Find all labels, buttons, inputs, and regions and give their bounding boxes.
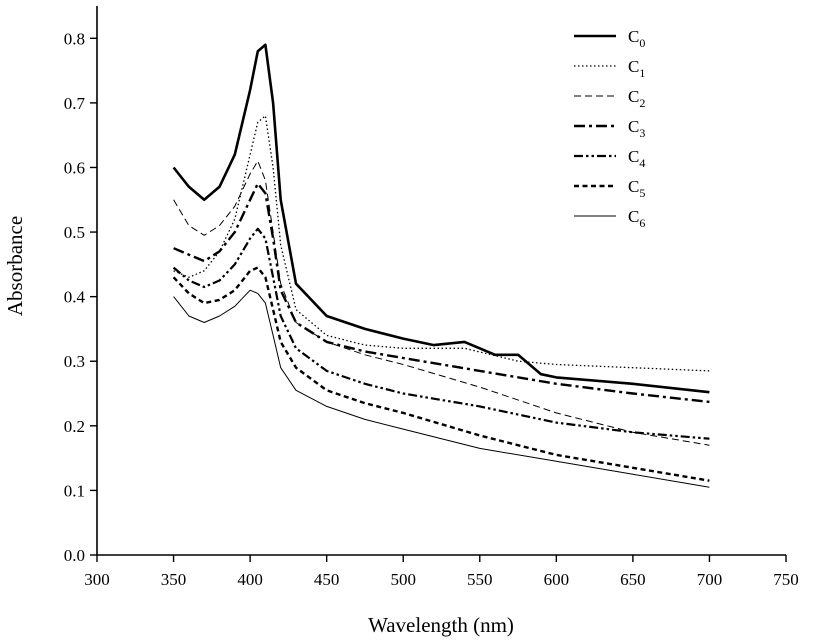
series-group bbox=[172, 43, 710, 488]
legend-label-main: C bbox=[628, 147, 639, 166]
y-tick-label: 0.5 bbox=[64, 223, 85, 242]
x-tick-label: 500 bbox=[390, 570, 416, 589]
legend-label-c1: C1 bbox=[628, 57, 645, 80]
y-tick-label: 0.6 bbox=[64, 158, 85, 177]
x-tick-label: 400 bbox=[237, 570, 263, 589]
series-line-c3 bbox=[173, 182, 710, 404]
legend-label-subscript: 4 bbox=[639, 156, 645, 170]
x-tick-label: 550 bbox=[467, 570, 493, 589]
y-ticks: 0.0 0.1 0.2 0.3 0.4 0.5 0.6 0.7 0.8 bbox=[64, 29, 97, 565]
legend-label-c0: C0 bbox=[628, 27, 645, 50]
x-tick-label: 450 bbox=[314, 570, 340, 589]
legend-label-main: C bbox=[628, 177, 639, 196]
legend-label-subscript: 1 bbox=[639, 66, 645, 80]
legend-label-main: C bbox=[628, 87, 639, 106]
series-line-c6 bbox=[173, 289, 710, 488]
y-tick-label: 0.0 bbox=[64, 546, 85, 565]
y-tick-label: 0.2 bbox=[64, 417, 85, 436]
legend-label-main: C bbox=[628, 27, 639, 46]
legend-label-main: C bbox=[628, 57, 639, 76]
series-line-c2 bbox=[173, 160, 710, 446]
x-tick-label: 600 bbox=[544, 570, 570, 589]
series-line-c5 bbox=[172, 266, 710, 482]
legend-label-c4: C4 bbox=[628, 147, 645, 170]
x-tick-label: 700 bbox=[697, 570, 723, 589]
series-line-c0 bbox=[172, 43, 710, 394]
legend-label-subscript: 6 bbox=[639, 216, 645, 230]
x-tick-label: 750 bbox=[773, 570, 799, 589]
y-axis-title: Absorbance bbox=[3, 216, 27, 316]
legend-label-c5: C5 bbox=[628, 177, 645, 200]
series-line-c1 bbox=[173, 115, 710, 372]
x-tick-label: 350 bbox=[161, 570, 187, 589]
legend-label-main: C bbox=[628, 207, 639, 226]
series-line-c4 bbox=[172, 227, 710, 440]
legend-label-main: C bbox=[628, 117, 639, 136]
legend-label-subscript: 5 bbox=[639, 186, 645, 200]
y-tick-label: 0.8 bbox=[64, 29, 85, 48]
legend-label-subscript: 3 bbox=[639, 126, 645, 140]
y-tick-label: 0.4 bbox=[64, 288, 86, 307]
x-axis-title: Wavelength (nm) bbox=[368, 613, 514, 637]
axes bbox=[96, 6, 786, 556]
y-tick-label: 0.3 bbox=[64, 352, 85, 371]
y-tick-label: 0.7 bbox=[64, 94, 86, 113]
legend-label-subscript: 0 bbox=[639, 36, 645, 50]
legend-label-c3: C3 bbox=[628, 117, 645, 140]
x-ticks: 300 350 400 450 500 550 600 650 700 750 bbox=[84, 555, 799, 589]
legend-label-c6: C6 bbox=[628, 207, 645, 230]
x-tick-label: 650 bbox=[620, 570, 646, 589]
legend-label-c2: C2 bbox=[628, 87, 645, 110]
legend-label-subscript: 2 bbox=[639, 96, 645, 110]
y-tick-label: 0.1 bbox=[64, 481, 85, 500]
x-tick-label: 300 bbox=[84, 570, 110, 589]
